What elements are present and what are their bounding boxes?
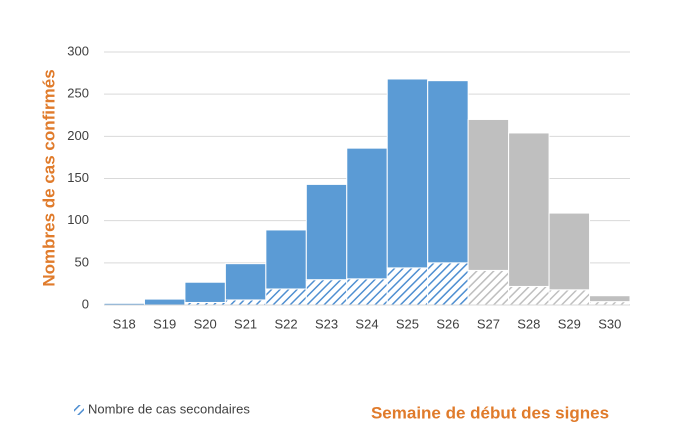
legend-swatch xyxy=(74,405,84,415)
bar-segment xyxy=(467,269,510,306)
bar-segment xyxy=(346,278,388,306)
bar-segment xyxy=(346,147,388,280)
bar-segment xyxy=(548,289,591,306)
bar-segment xyxy=(305,279,348,306)
y-tick-label: 200 xyxy=(67,128,89,143)
x-tick-label: S25 xyxy=(396,316,419,331)
bar-segment xyxy=(508,285,550,306)
bar-segment xyxy=(305,183,348,281)
y-axis-title: Nombres de cas confirmés xyxy=(39,69,58,286)
bar-segment xyxy=(386,78,429,269)
bar-segment xyxy=(508,132,550,287)
x-tick-label: S29 xyxy=(558,316,581,331)
x-tick-label: S20 xyxy=(194,316,217,331)
x-tick-label: S19 xyxy=(153,316,176,331)
bar-segment xyxy=(143,298,186,306)
x-tick-label: S28 xyxy=(517,316,540,331)
x-tick-label: S30 xyxy=(598,316,621,331)
bar-segment xyxy=(589,295,631,303)
bar-segment xyxy=(548,212,591,291)
bar-segment xyxy=(427,262,469,306)
x-tick-label: S18 xyxy=(113,316,136,331)
x-tick-label: S24 xyxy=(355,316,378,331)
bar-segment xyxy=(427,80,469,264)
y-tick-label: 150 xyxy=(67,170,89,185)
bar-segment xyxy=(265,229,307,290)
x-tick-label: S22 xyxy=(275,316,298,331)
bar-segment xyxy=(184,281,226,303)
y-tick-label: 300 xyxy=(67,43,89,58)
bar-segment xyxy=(265,288,307,306)
bar-segment xyxy=(467,118,510,271)
y-tick-label: 100 xyxy=(67,212,89,227)
x-tick-label: S26 xyxy=(436,316,459,331)
bar-segment xyxy=(386,267,429,306)
x-axis-title: Semaine de début des signes xyxy=(371,403,609,422)
x-tick-label: S21 xyxy=(234,316,257,331)
bar-segment xyxy=(224,263,267,301)
x-tick-label: S23 xyxy=(315,316,338,331)
y-tick-label: 0 xyxy=(82,296,89,311)
legend-label: Nombre de cas secondaires xyxy=(88,401,250,416)
bar-segment xyxy=(589,301,631,306)
y-tick-label: 50 xyxy=(75,254,89,269)
y-tick-label: 250 xyxy=(67,86,89,101)
x-tick-label: S27 xyxy=(477,316,500,331)
bar-segment xyxy=(224,299,267,306)
